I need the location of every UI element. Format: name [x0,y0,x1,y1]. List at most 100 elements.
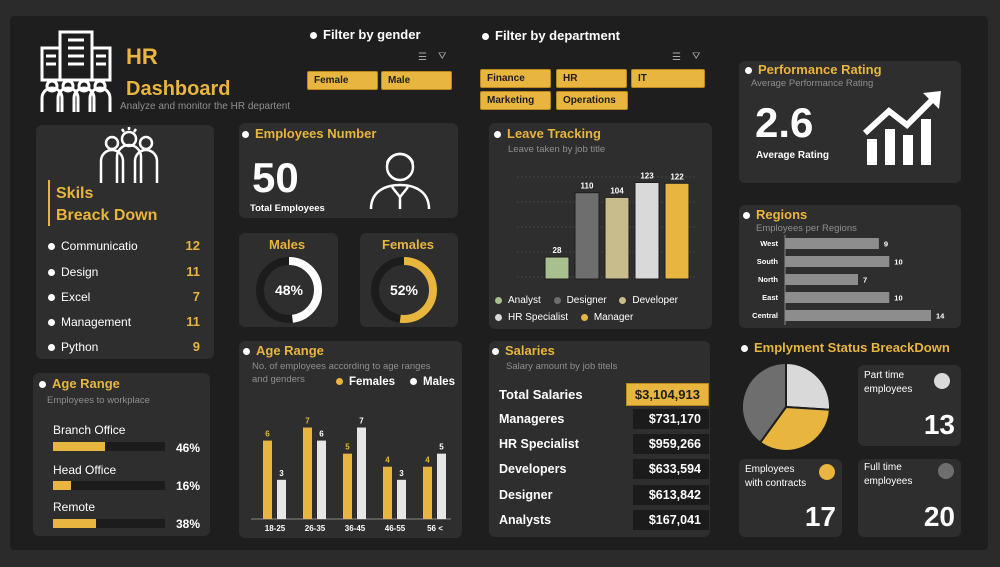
males-donut-arc [256,257,322,323]
department-filter-text: Filter by department [495,28,620,43]
leave-title: Leave Tracking [494,126,601,141]
regions-subtitle: Employees per Regions [756,223,857,234]
total-salaries-row: Total Salaries $3,104,913 [499,383,709,406]
employees-value: 50 [252,154,299,201]
contract-card: Employees with contracts 17 [739,459,842,537]
employment-title-text: Emplyment Status BreackDown [754,340,950,355]
region-value: 10 [894,258,902,267]
filter-clear-icon[interactable]: ⛛ [692,51,701,62]
age-data-label: 5 [345,443,350,452]
building-people-icon [40,30,112,112]
pie-slice [741,361,787,444]
workplace-percent: 46% [176,441,201,455]
region-value: 7 [863,276,867,285]
part-time-value: 13 [923,409,955,440]
leave-data-label: 122 [670,172,684,181]
multi-select-icon[interactable]: ☰ [672,52,681,63]
skill-label: Management [61,314,132,329]
employees-card: Employees Number 50 Total Employees [239,123,458,218]
filter-finance[interactable]: Finance [480,69,551,88]
filter-clear-icon[interactable]: ⛛ [438,51,447,62]
age-category-label: 56 < [427,524,443,533]
filter-male[interactable]: Male [381,71,452,90]
workplace-bar [53,442,165,451]
workplace-bar-fill [53,481,71,490]
gender-filter-label: Filter by gender [310,27,421,42]
age-bar-males [397,479,406,519]
salary-row: Designer $613,842 [499,485,709,505]
salary-row: Manageres $731,170 [499,409,709,429]
filter-marketing[interactable]: Marketing [480,91,551,110]
age-bar-males [357,427,366,519]
full-time-label-2: employees [864,476,913,487]
females-donut: 52% [371,257,437,323]
legend-hr-specialist: HR Specialist [495,312,568,323]
performance-label: Average Rating [756,150,829,161]
header-subtitle: Analyze and monitor the HR departent [120,101,291,112]
skills-title-1: Skils [56,185,94,202]
workplace-bar [53,519,165,528]
age-data-label: 6 [319,430,324,439]
males-donut: 48% [256,257,322,323]
skill-value: 9 [192,339,200,354]
performance-title: Performance Rating [745,62,882,77]
skill-row: Excel 7 [48,289,200,304]
filter-it[interactable]: IT [631,69,705,88]
salary-label: Designer [499,488,553,502]
people-icon [369,152,431,210]
males-percent: 48% [275,282,304,298]
age-data-label: 7 [359,417,364,426]
age-data-label: 7 [305,417,310,426]
age-title: Age Range [243,343,324,358]
age-data-label: 4 [385,456,390,465]
region-bar [785,274,858,285]
growth-chart-icon [863,91,941,165]
age-category-label: 26-35 [305,524,326,533]
region-label: West [760,239,778,248]
full-time-card: Full time employees 20 [858,459,961,537]
region-value: 10 [894,294,902,303]
legend-manager: Manager [580,312,633,323]
leave-legend: Analyst Designer Developer HR Specialist… [495,295,710,323]
skill-value: 12 [185,238,200,253]
leave-chart: 28 110 104 123 122 [517,171,697,280]
workplace-bar [53,481,165,490]
contract-value: 17 [804,501,836,532]
region-label: East [762,293,778,302]
performance-title-text: Performance Rating [758,62,882,77]
filter-hr[interactable]: HR [556,69,627,88]
gender-filter-text: Filter by gender [323,27,421,42]
region-bar [785,238,879,249]
salaries-title: Salaries [492,343,555,358]
leave-data-label: 28 [553,246,562,255]
legend-designer: Designer [553,295,607,306]
leave-bar [574,192,600,280]
employees-title: Employees Number [242,126,376,141]
age-data-label: 6 [265,430,270,439]
salary-label: HR Specialist [499,437,579,451]
filter-female[interactable]: Female [307,71,378,90]
region-bar [785,292,890,303]
skill-row: Communicatio 12 [48,238,200,253]
region-label: Central [752,311,778,320]
age-data-label: 3 [279,469,284,478]
leave-bar [604,196,630,280]
salary-label: Manageres [499,412,565,426]
age-data-label: 3 [399,469,404,478]
salary-row: Analysts $167,041 [499,510,709,530]
salary-row: Developers $633,594 [499,459,709,479]
contract-label-1: Employees [745,464,795,475]
salary-row: HR Specialist $959,266 [499,434,709,454]
age-category-label: 46-55 [385,524,406,533]
skill-row: Python 9 [48,339,200,354]
age-subtitle-1: No. of employees according to age ranges [252,361,431,372]
workplace-title: Age Range [39,376,120,391]
regions-card: Regions Employees per Regions West 9 South… [739,205,961,328]
salaries-title-text: Salaries [505,343,555,358]
salary-value: $167,041 [633,510,709,530]
leave-data-label: 104 [610,186,624,195]
filter-operations[interactable]: Operations [556,91,628,110]
multi-select-icon[interactable]: ☰ [418,52,427,63]
workplace-percent: 16% [176,479,201,493]
hr-dashboard: HR Dashboard Analyze and monitor the HR … [10,16,988,550]
